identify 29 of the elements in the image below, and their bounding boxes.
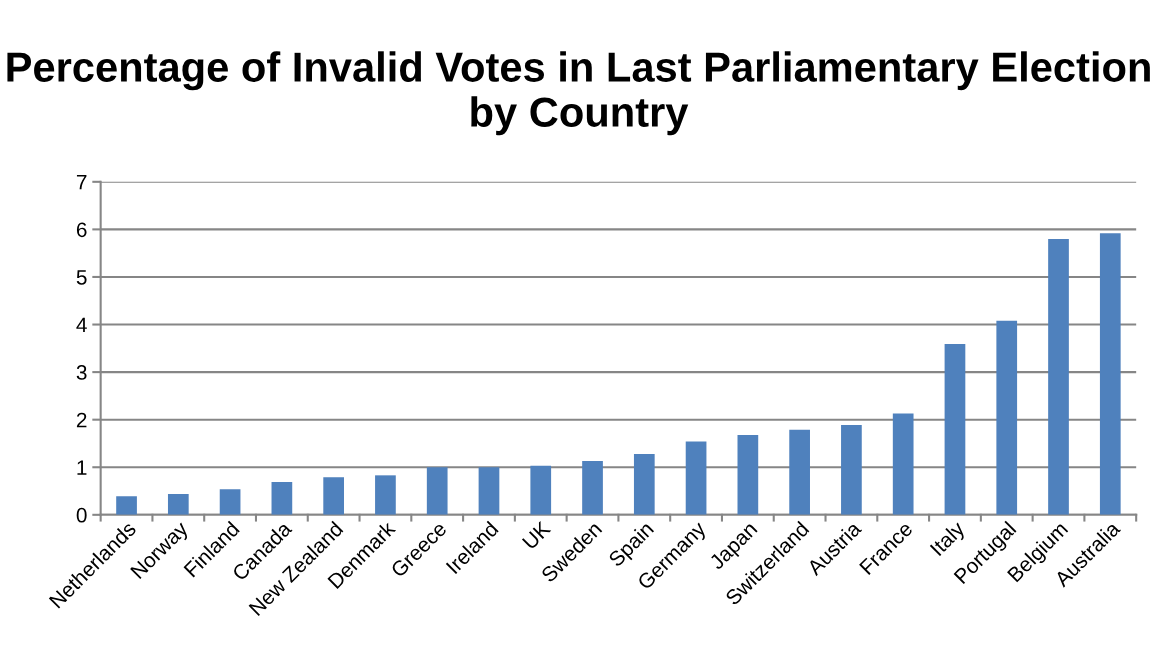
y-tick-label: 6 [76,222,87,238]
bar [530,465,552,515]
bar [1099,233,1121,515]
bar [841,424,862,515]
bar [116,496,137,515]
bar [323,477,345,515]
bar [478,467,500,515]
y-tick-label: 7 [76,175,87,190]
bar [737,434,759,515]
y-tick-label: 3 [76,365,87,380]
bar [375,475,396,515]
bar [426,467,448,515]
bar [582,461,603,515]
bar [633,453,655,515]
bar [1048,238,1069,515]
y-tick-label: 0 [76,507,87,523]
bar [167,493,189,515]
y-tick-label: 1 [77,460,87,475]
bar [944,344,966,515]
chart-title: Percentage of Invalid Votes in Last Parliamentary Election by Country [7,51,1150,136]
bar [685,441,707,515]
bar [789,429,810,515]
bar [892,413,914,515]
y-tick-label: 4 [76,317,87,333]
bar [271,481,293,515]
bar [219,489,241,515]
y-tick-label: 2 [76,412,87,428]
bar [996,320,1018,515]
y-tick-label: 5 [76,270,87,285]
